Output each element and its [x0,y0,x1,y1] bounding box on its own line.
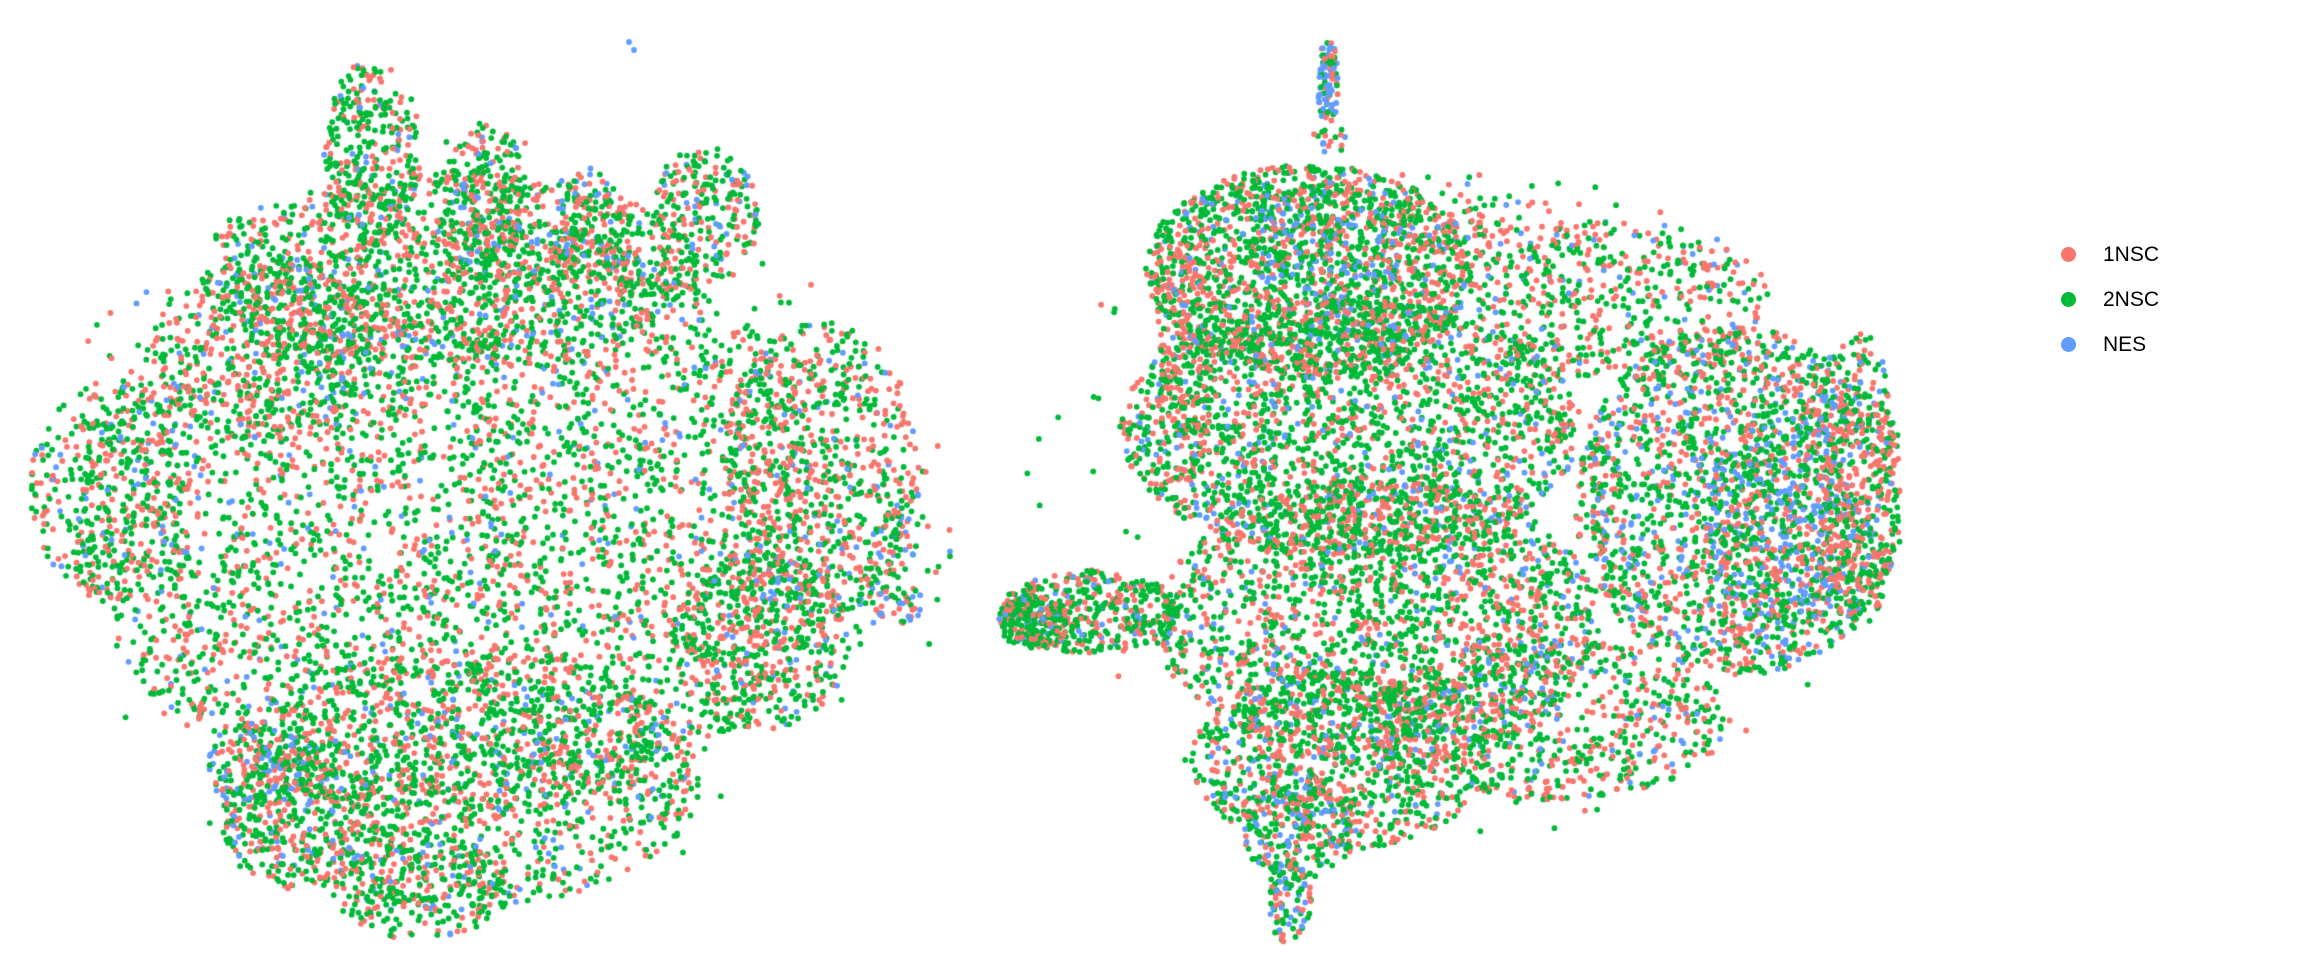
legend-entry-1nsc: 1NSC [2061,232,2159,277]
legend-label-2nsc: 2NSC [2103,288,2160,311]
legend-label-1nsc: 1NSC [2103,243,2160,266]
legend-entry-nes: NES [2061,322,2159,367]
legend-swatch-nes-icon [2061,337,2076,352]
legend-label-nes: NES [2103,333,2147,356]
legend-entry-2nsc: 2NSC [2061,277,2159,322]
legend: 1NSC 2NSC NES [2061,232,2159,367]
legend-swatch-2nsc-icon [2061,292,2076,307]
legend-swatch-1nsc-icon [2061,247,2076,262]
